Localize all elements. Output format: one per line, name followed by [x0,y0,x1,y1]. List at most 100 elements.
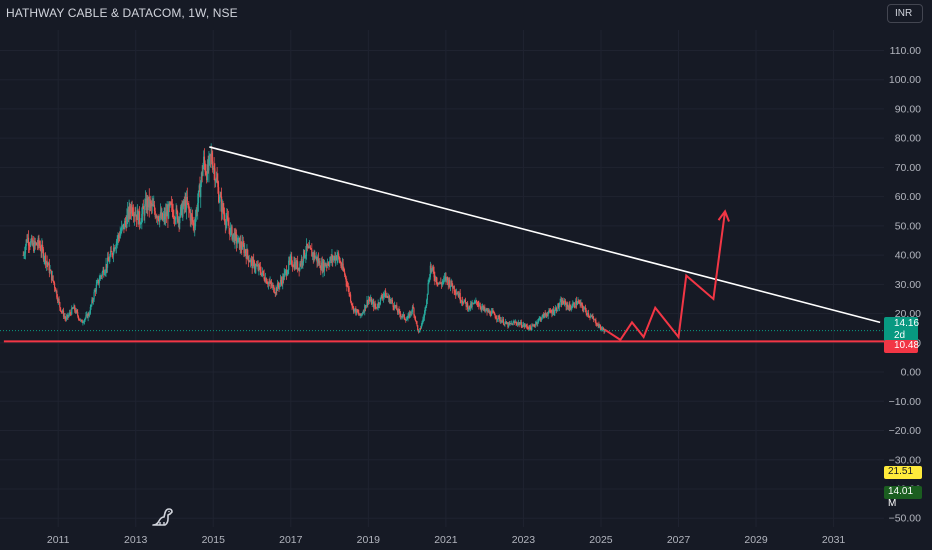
candle-body [182,200,185,208]
candle-body [89,307,91,314]
candle-body [165,211,167,220]
candle-body [593,318,595,320]
candle-body [354,308,356,310]
candle-body [536,322,538,324]
candle-body [83,322,85,323]
candle-body [201,172,203,176]
candle-body [591,316,593,318]
candle-body [359,313,361,316]
candle-body [576,303,578,305]
candle-body [297,261,299,270]
candle-body [518,322,520,325]
candle-body [478,305,481,307]
candle-body [476,302,478,305]
candle-body [376,307,378,309]
candle-body [534,323,537,326]
candle-body [154,211,156,217]
candle-body [411,306,414,312]
candle-body [455,292,457,295]
candle-body [146,198,148,211]
candle-body [119,233,121,238]
candle-body [282,276,285,280]
y-tick-label: 30.00 [895,279,921,291]
candle-body [336,256,338,260]
candle-body [593,319,596,321]
candle-body [422,319,424,322]
candle-body [261,273,263,276]
candle-body [118,236,121,238]
candle-body [441,282,443,285]
candle-body [105,263,107,272]
candle-body [53,280,55,284]
candle-body [252,259,254,269]
candle-body [92,299,94,301]
candle-body [141,206,144,215]
candle-body [175,208,177,220]
candle-body [179,207,182,217]
candle-body [338,253,340,258]
candle-body [30,240,32,246]
candle-body [292,266,294,268]
candle-body [516,323,518,325]
candle-body [323,261,325,271]
candle-body [552,309,554,314]
candle-body [546,315,549,317]
candle-body [143,209,145,216]
candle-body [241,242,244,250]
candle-body [106,263,108,268]
candle-body [45,261,47,265]
candle-body [68,312,71,315]
candle-body [281,281,283,285]
candle-body [195,209,197,218]
candle-body [127,209,129,216]
candle-body [76,310,78,313]
candle-body [414,315,416,317]
candle-body [233,233,235,243]
candle-body [567,306,569,310]
candle-body [214,168,216,182]
candle-body [341,263,343,268]
candle-body [407,315,409,319]
candle-body [368,299,370,301]
candle-body [555,307,557,311]
candle-body [450,280,452,286]
candle-body [544,313,546,315]
candle-body [288,260,291,262]
candle-body [457,294,459,296]
candle-body [112,254,114,256]
candle-body [548,310,550,313]
descending-trendline [209,146,881,324]
candle-body [375,306,377,308]
dinosaur-icon[interactable] [151,507,175,532]
candle-body [222,203,224,212]
currency-button[interactable]: INR [887,4,923,23]
candle-body [300,263,302,265]
candle-body [268,282,270,284]
candle-body [361,313,363,316]
candle-body [289,257,291,262]
candle-body [284,271,286,274]
candle-body [547,312,549,316]
candle-body [528,327,530,330]
candle-body [502,319,504,322]
candle-body [193,223,195,228]
candle-body [250,259,252,263]
candle-body [39,246,42,251]
candle-body [429,277,431,282]
candle-body [332,255,334,261]
candle-body [219,196,221,202]
candle-body [180,204,182,208]
candle-body [112,247,115,256]
candle-body [181,204,183,217]
candle-body [551,311,553,314]
candle-body [510,323,512,324]
candle-body [299,263,301,271]
candle-body [189,211,191,221]
candle-body [427,283,429,294]
candle-body [416,321,418,326]
candle-body [86,314,88,316]
candle-body [531,325,533,331]
candle-body [347,286,349,288]
candle-body [167,210,169,219]
